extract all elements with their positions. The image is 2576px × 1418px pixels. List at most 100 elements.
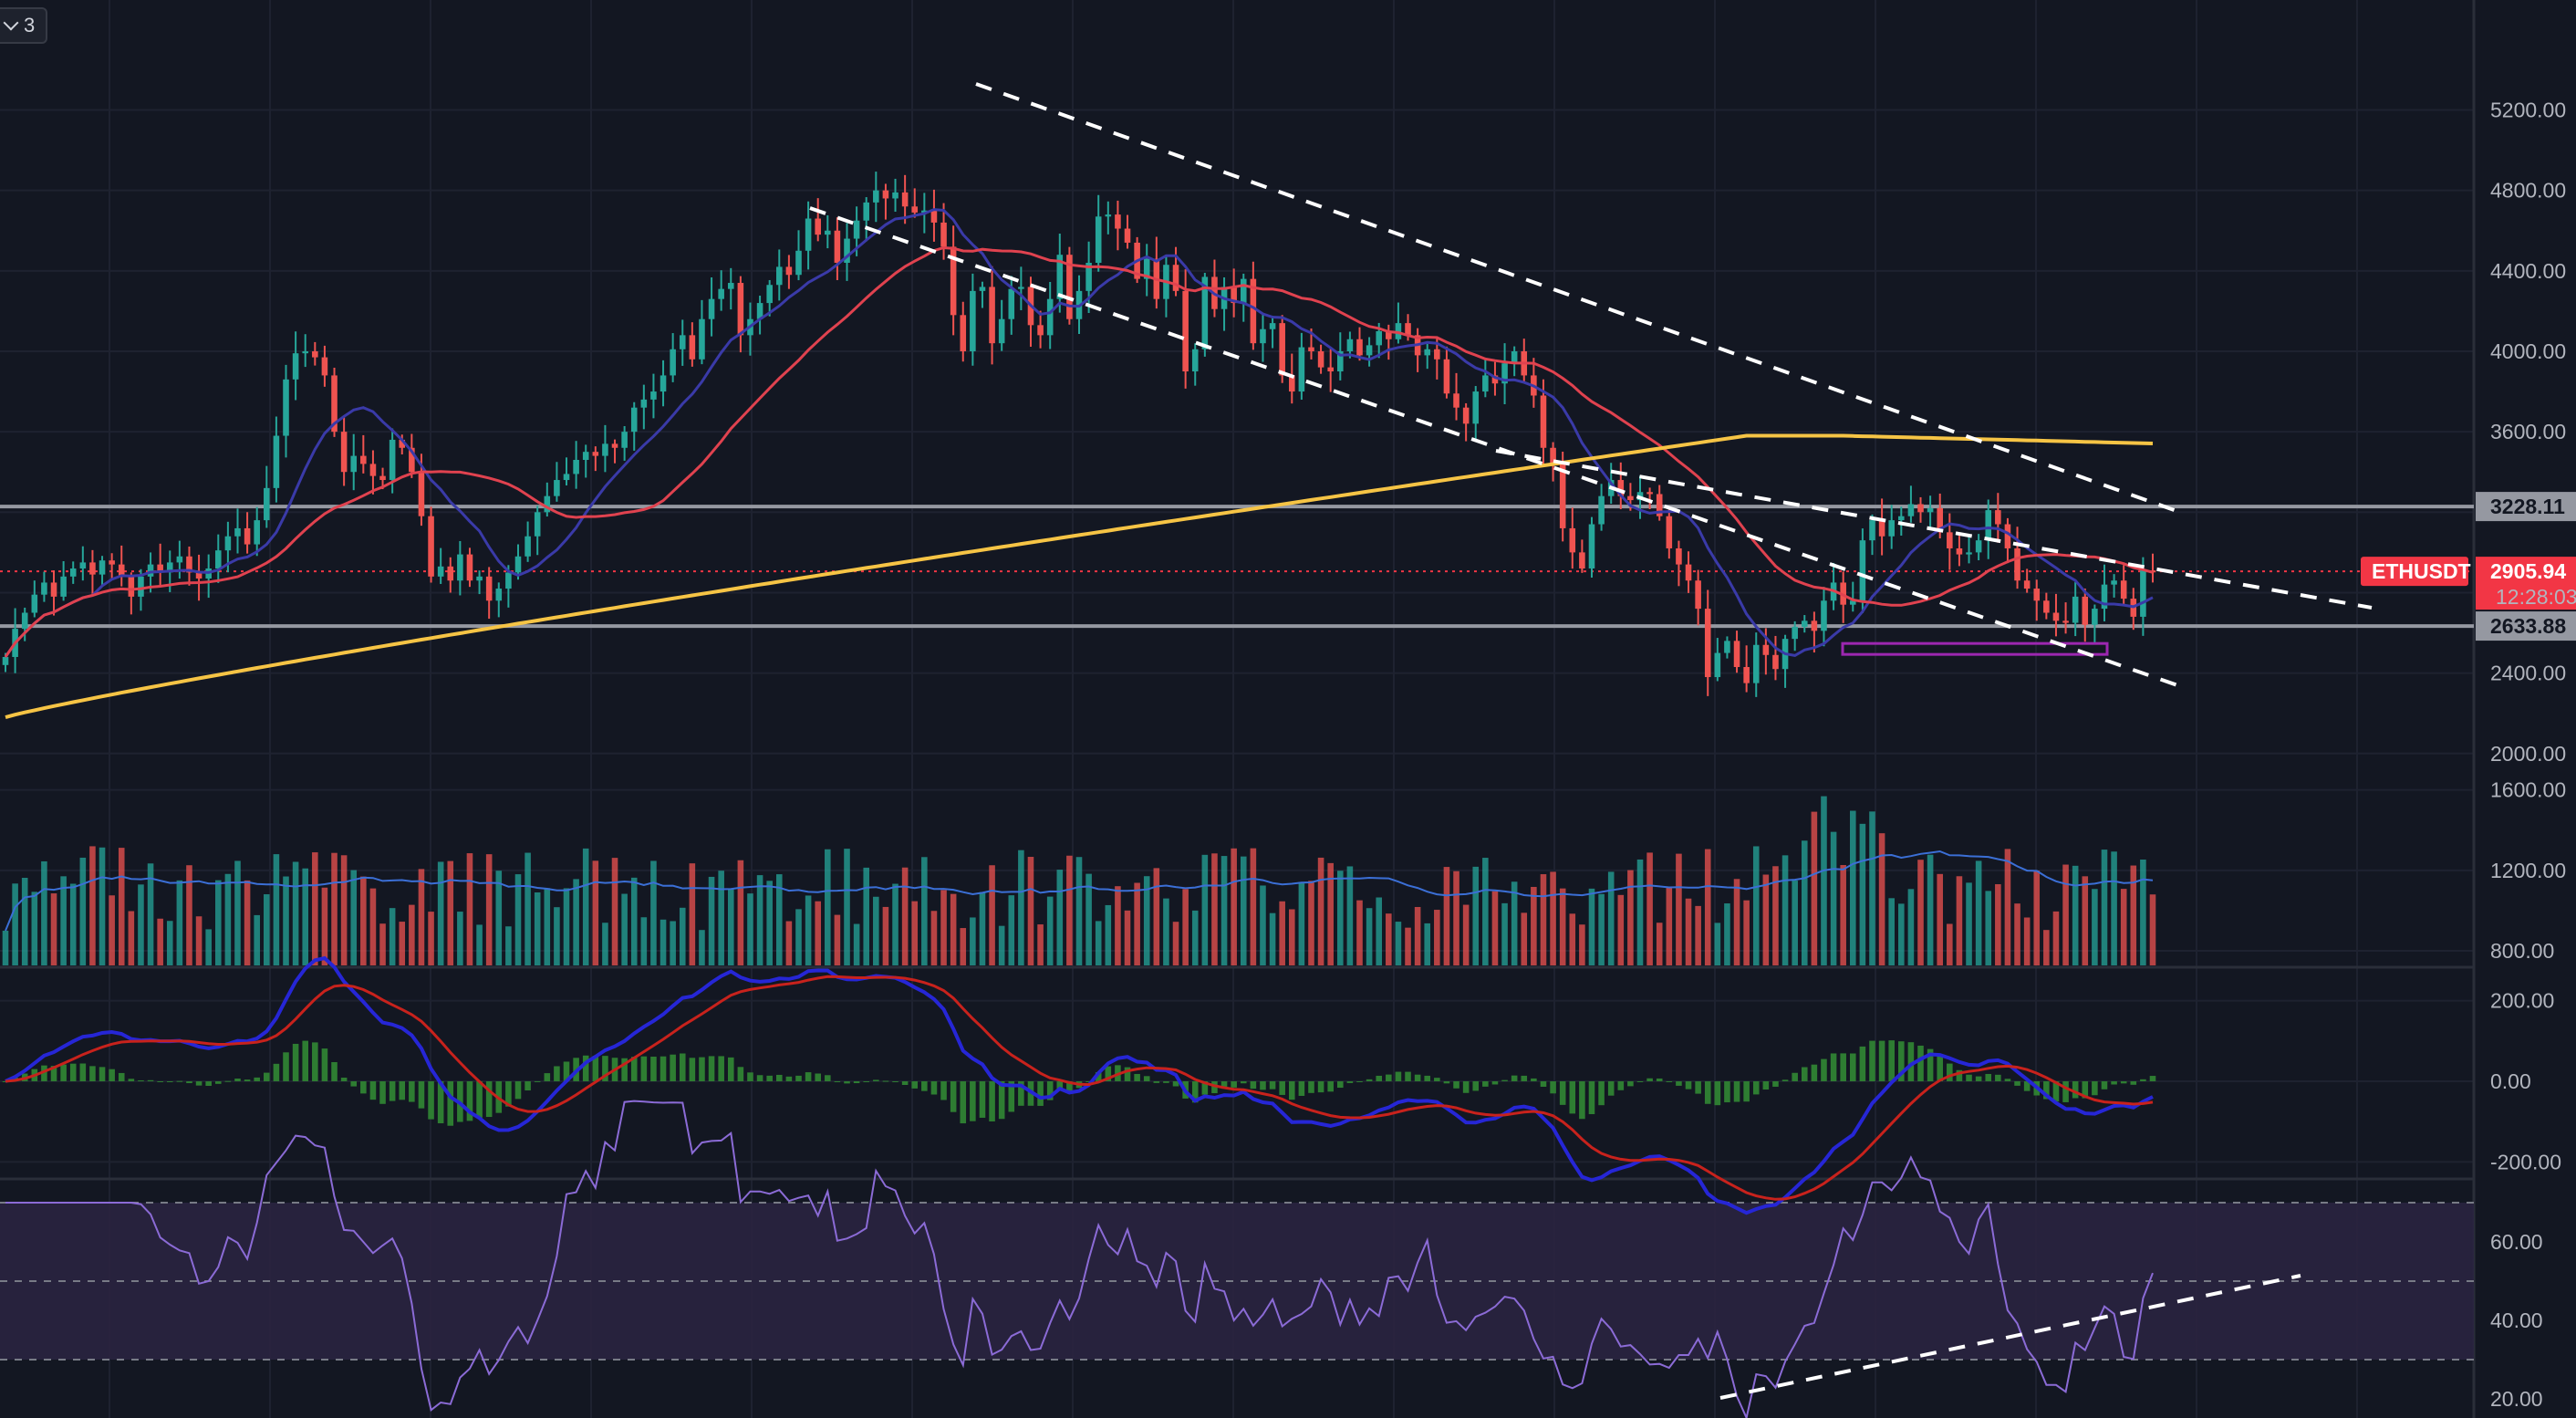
volume-bar	[950, 893, 957, 965]
candle-body	[1878, 520, 1885, 537]
volume-bar	[1172, 922, 1179, 965]
candle-body	[457, 554, 463, 581]
candle-body	[699, 318, 705, 360]
volume-bar	[205, 929, 212, 965]
macd-hist-bar	[69, 1063, 77, 1081]
volume-bar	[670, 921, 676, 965]
candle-body	[1888, 520, 1895, 537]
macd-hist-bar	[882, 1080, 889, 1082]
candle-body	[50, 582, 57, 597]
candle-body	[2023, 580, 2031, 589]
macd-hist-bar	[2023, 1081, 2031, 1091]
macd-hist-bar	[1037, 1081, 1044, 1106]
candle-body	[69, 568, 77, 577]
candle-body	[1317, 350, 1324, 368]
candle-body	[1240, 278, 1247, 304]
candle-body	[1676, 547, 1682, 565]
trendline-drawings[interactable]	[809, 82, 2373, 1400]
candle-body	[1279, 323, 1285, 376]
macd-hist-bar	[254, 1077, 260, 1081]
volume-bar	[1878, 833, 1885, 965]
macd-hist-bar	[369, 1081, 377, 1100]
macd-hist-bar	[718, 1056, 724, 1081]
volume-bar	[1646, 852, 1653, 965]
trendline	[1495, 449, 2373, 610]
macd-hist-bar	[689, 1058, 696, 1081]
candle-body	[1346, 339, 1354, 351]
macd-hist-bar	[640, 1056, 648, 1081]
candle-body	[2043, 600, 2050, 613]
candle-body	[1617, 480, 1625, 496]
macd-hist-bar	[157, 1081, 163, 1082]
candle-body	[495, 589, 503, 601]
volume-bar	[138, 884, 144, 965]
volume-bar	[525, 852, 531, 965]
macd-hist-bar	[1153, 1081, 1160, 1083]
candle-body	[1985, 510, 1992, 541]
macd-hist-bar	[1191, 1081, 1199, 1103]
macd-hist-bar	[1201, 1081, 1209, 1095]
volume-bar	[1995, 884, 2001, 965]
candle-body	[1695, 580, 1701, 610]
volume-bar	[1308, 881, 1314, 965]
candle-body	[1704, 609, 1711, 678]
macd-hist-bar	[89, 1066, 96, 1081]
macd-hist-bar	[1743, 1081, 1750, 1102]
axis-background	[2476, 0, 2576, 1418]
horizontal-levels[interactable]	[0, 505, 2474, 656]
y-tick-label: 200.00	[2490, 989, 2554, 1013]
volume-bar	[2130, 865, 2137, 965]
macd-hist-bar	[1656, 1078, 1663, 1081]
volume-bar	[960, 928, 967, 965]
macd-hist-bar	[679, 1053, 686, 1081]
candle-body	[679, 335, 686, 349]
volume-bar	[1153, 868, 1160, 965]
candle-body	[1666, 516, 1673, 548]
volume-bar	[1888, 898, 1895, 965]
candle-body	[1376, 330, 1382, 346]
price-axis[interactable]: 5200.00 4800.00 4400.00 4000.00 3600.00 2400.…	[2361, 0, 2576, 1418]
volume-bar	[1985, 891, 1992, 965]
volume-bar	[795, 909, 802, 965]
indicator-toggle[interactable]: 3	[0, 7, 47, 44]
volume-bar	[79, 857, 87, 965]
last-price-label: 2905.94	[2490, 559, 2566, 583]
volume-bar	[1037, 924, 1044, 965]
level-price-label: 3228.11	[2490, 495, 2565, 518]
candle-body	[1917, 504, 1924, 513]
candle-body	[1850, 600, 1856, 605]
volume-bar	[554, 907, 560, 965]
macd-hist-bar	[1511, 1075, 1518, 1081]
macd-hist-bar	[1405, 1071, 1411, 1081]
macd-hist-bar	[1733, 1081, 1740, 1102]
macd-hist-bar	[389, 1081, 396, 1101]
candle-body	[979, 287, 986, 291]
macd-hist-bar	[1869, 1040, 1875, 1081]
volume-bar	[50, 893, 57, 965]
macd-hist-bar	[292, 1043, 299, 1081]
volume-bar	[1046, 896, 1054, 965]
volume-bar	[1937, 873, 1944, 965]
volume-bar	[99, 847, 106, 965]
candle-body	[940, 222, 947, 247]
candlestick-series	[2, 172, 2156, 697]
candle-body	[79, 562, 87, 569]
candle-body	[195, 572, 203, 579]
volume-bar	[505, 926, 512, 965]
volume-bar	[2062, 864, 2069, 965]
candle-body	[2004, 524, 2011, 548]
macd-hist-bar	[2072, 1081, 2079, 1099]
candle-body	[1434, 349, 1440, 360]
candle-body	[630, 407, 638, 433]
volume-bar	[1579, 924, 1585, 965]
volume-bar	[41, 860, 47, 965]
volume-bar	[911, 901, 919, 965]
macd-hist-bar	[138, 1079, 144, 1081]
y-tick-label: 3600.00	[2490, 420, 2566, 443]
candle-body	[1579, 552, 1585, 569]
trendline	[975, 82, 2183, 515]
volume-bar	[1531, 886, 1537, 965]
candle-body	[1443, 359, 1450, 394]
volume-bar	[360, 876, 367, 965]
